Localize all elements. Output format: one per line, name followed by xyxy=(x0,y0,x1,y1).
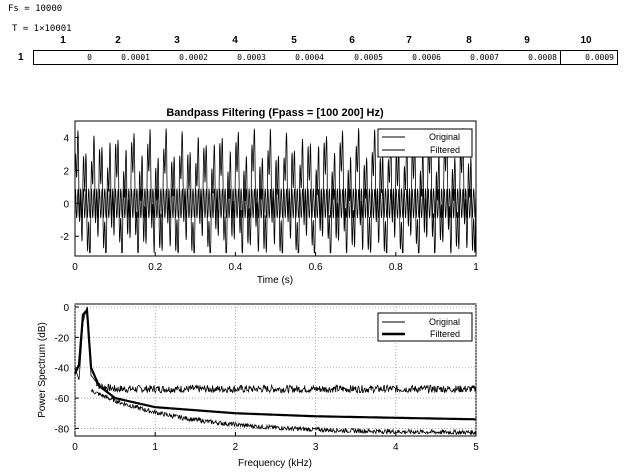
x-tick-label: 0 xyxy=(72,262,78,273)
chart-title: Bandpass Filtering (Fpass = [100 200] Hz… xyxy=(166,107,384,119)
plot-area xyxy=(74,120,477,257)
y-axis-label: Power Spectrum (dB) xyxy=(37,322,48,418)
legend: Original Filtered xyxy=(377,312,473,342)
y-tick-label: 0 xyxy=(63,199,69,210)
column-header-4[interactable]: 4 xyxy=(232,35,238,46)
y-tick-label: 0 xyxy=(63,303,69,314)
column-header-1[interactable]: 1 xyxy=(60,35,66,46)
y-tick-label: 2 xyxy=(63,166,69,177)
column-header-7[interactable]: 7 xyxy=(406,35,412,46)
series-filtered-sidelobe xyxy=(90,388,477,436)
x-tick-label: 2 xyxy=(233,442,239,453)
legend-filtered: Filtered xyxy=(430,145,460,155)
column-header-9[interactable]: 9 xyxy=(524,35,530,46)
column-header-3[interactable]: 3 xyxy=(174,35,180,46)
x-tick-label: 3 xyxy=(313,442,319,453)
column-header-6[interactable]: 6 xyxy=(349,35,355,46)
x-tick-label: 4 xyxy=(393,442,399,453)
x-tick-label: 0.8 xyxy=(389,262,403,273)
y-tick-label: 4 xyxy=(63,133,69,144)
column-header-8[interactable]: 8 xyxy=(466,35,472,46)
column-header-2[interactable]: 2 xyxy=(115,35,121,46)
x-axis-label: Frequency (kHz) xyxy=(238,458,312,469)
array-cell[interactable]: 0.0007 xyxy=(470,53,499,62)
x-tick-label: 0 xyxy=(72,442,78,453)
x-tick-label: 0.2 xyxy=(148,262,162,273)
column-header-10[interactable]: 10 xyxy=(580,35,592,46)
array-cell[interactable]: 0 xyxy=(87,53,92,62)
y-tick-label: -60 xyxy=(55,394,70,405)
y-tick-label: -80 xyxy=(55,424,70,435)
array-cell[interactable]: 0.0004 xyxy=(295,53,324,62)
array-cell[interactable]: 0.0003 xyxy=(237,53,266,62)
selected-cell[interactable] xyxy=(560,50,618,65)
legend-original: Original xyxy=(429,317,460,327)
row-header-1[interactable]: 1 xyxy=(18,52,24,63)
grid-lines xyxy=(74,304,477,436)
workspace-fs-line: Fs = 10000 xyxy=(8,4,63,14)
x-tick-label: 5 xyxy=(473,442,479,453)
x-axis-label: Time (s) xyxy=(257,275,293,286)
column-header-5[interactable]: 5 xyxy=(291,35,297,46)
series-original xyxy=(74,306,477,395)
legend: Original Filtered xyxy=(377,128,473,158)
y-tick-label: -40 xyxy=(55,364,70,375)
x-tick-label: 0.4 xyxy=(228,262,242,273)
series-filtered xyxy=(74,307,476,421)
filtered-signal-line xyxy=(74,188,477,219)
x-tick-label: 0.6 xyxy=(309,262,323,273)
original-signal-line xyxy=(74,128,477,255)
x-tick-label: 1 xyxy=(473,262,479,273)
x-tick-label: 1 xyxy=(152,442,158,453)
legend-original: Original xyxy=(429,132,460,142)
series-original xyxy=(74,128,477,255)
workspace-t-line: T = 1×10001 xyxy=(12,24,72,34)
array-cell[interactable]: 0.0005 xyxy=(354,53,383,62)
array-cell[interactable]: 0.0009 xyxy=(585,53,614,62)
y-tick-label: -2 xyxy=(60,232,69,243)
plot-area xyxy=(74,303,477,437)
array-cell[interactable]: 0.0008 xyxy=(528,53,557,62)
legend-filtered: Filtered xyxy=(430,329,460,339)
y-tick-label: -20 xyxy=(55,333,70,344)
series-filtered xyxy=(74,188,477,219)
array-cell[interactable]: 0.0006 xyxy=(412,53,441,62)
array-cell[interactable]: 0.0001 xyxy=(121,53,150,62)
array-cell[interactable]: 0.0002 xyxy=(179,53,208,62)
